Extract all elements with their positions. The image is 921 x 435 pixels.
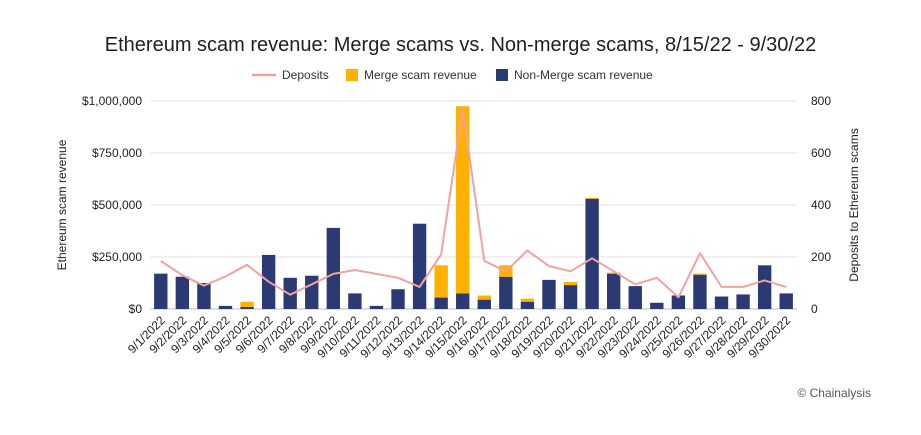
bar-nonmerge — [736, 294, 750, 309]
y-axis-right: 0 200 400 600 800 — [811, 94, 831, 316]
bar-nonmerge — [477, 299, 491, 309]
y-tick-label-right: 600 — [811, 146, 831, 160]
bar-merge — [456, 106, 470, 294]
y-tick-label-right: 0 — [811, 302, 818, 316]
bar-nonmerge — [434, 297, 448, 309]
bar-nonmerge — [499, 276, 513, 309]
chart-title: Ethereum scam revenue: Merge scams vs. N… — [104, 34, 817, 56]
y-tick-label-left: $1,000,000 — [82, 94, 142, 108]
y-tick-label-left: $500,000 — [92, 198, 142, 212]
bar-nonmerge — [412, 223, 427, 309]
bar-nonmerge — [585, 198, 599, 309]
bar-nonmerge — [391, 289, 405, 309]
bars — [154, 106, 793, 309]
bar-nonmerge — [218, 305, 233, 309]
y-tick-label-right: 200 — [811, 250, 831, 264]
bar-merge — [520, 298, 535, 302]
bar-nonmerge — [650, 302, 664, 309]
bar-nonmerge — [693, 274, 707, 309]
bar-merge — [240, 301, 254, 307]
bar-nonmerge — [542, 279, 556, 309]
bar-merge — [606, 272, 621, 274]
bar-nonmerge — [757, 265, 772, 309]
gridlines — [150, 100, 797, 310]
bar-nonmerge — [520, 301, 535, 309]
source-credit: © Chainalysis — [797, 386, 871, 400]
bar-nonmerge — [240, 306, 254, 309]
bar-nonmerge — [154, 273, 168, 309]
bar-nonmerge — [348, 293, 362, 309]
bar-nonmerge — [197, 283, 211, 309]
x-axis: 9/1/20229/2/20229/3/20229/4/20229/5/2022… — [125, 313, 794, 361]
bar-nonmerge — [563, 285, 578, 309]
y-tick-label-left: $750,000 — [92, 146, 142, 160]
legend: Deposits Merge scam revenue Non-Merge scam… — [252, 68, 653, 82]
legend-swatch-nonmerge — [496, 69, 508, 81]
y-tick-label-right: 400 — [811, 198, 831, 212]
y-axis-right-title: Deposits to Ethereum scams — [847, 128, 861, 281]
bar-merge — [477, 295, 491, 300]
bar-nonmerge — [456, 293, 470, 309]
y-axis-left: $0 $250,000 $500,000 $750,000 $1,000,000 — [82, 94, 142, 316]
bar-nonmerge — [606, 273, 621, 309]
y-tick-label-left: $0 — [129, 302, 143, 316]
bar-nonmerge — [305, 275, 319, 309]
bar-nonmerge — [671, 295, 686, 309]
y-axis-left-title: Ethereum scam revenue — [55, 139, 69, 270]
legend-swatch-merge — [346, 69, 358, 81]
bar-nonmerge — [714, 296, 729, 309]
bar-nonmerge — [175, 276, 190, 309]
bar-nonmerge — [283, 277, 297, 309]
bar-nonmerge — [779, 293, 793, 309]
y-tick-label-left: $250,000 — [92, 250, 142, 264]
y-tick-label-right: 800 — [811, 94, 831, 108]
legend-label-merge: Merge scam revenue — [364, 68, 477, 82]
bar-merge — [693, 273, 707, 275]
bar-merge — [563, 281, 578, 286]
deposits-line-path — [160, 107, 787, 299]
legend-label-deposits: Deposits — [282, 68, 329, 82]
deposits-line — [160, 107, 787, 299]
bar-nonmerge — [369, 305, 384, 309]
bar-nonmerge — [326, 227, 341, 309]
legend-label-nonmerge: Non-Merge scam revenue — [514, 68, 653, 82]
bar-nonmerge — [628, 286, 642, 309]
bar-merge — [434, 265, 448, 298]
bar-merge — [585, 197, 599, 199]
